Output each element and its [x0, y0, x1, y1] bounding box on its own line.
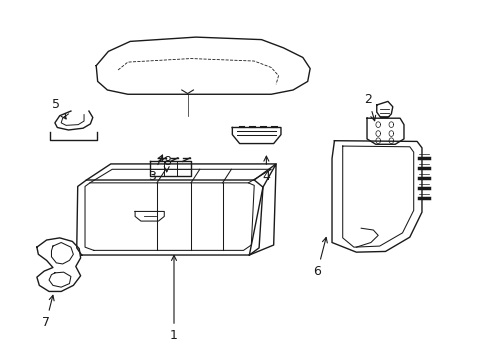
Text: 8: 8: [163, 155, 170, 172]
Text: 6: 6: [313, 238, 326, 278]
Text: 1: 1: [170, 256, 178, 342]
Text: 7: 7: [42, 295, 54, 329]
Text: 2: 2: [364, 93, 375, 121]
Text: 3: 3: [148, 155, 162, 183]
Text: 5: 5: [52, 99, 66, 119]
Text: 4: 4: [262, 156, 270, 183]
